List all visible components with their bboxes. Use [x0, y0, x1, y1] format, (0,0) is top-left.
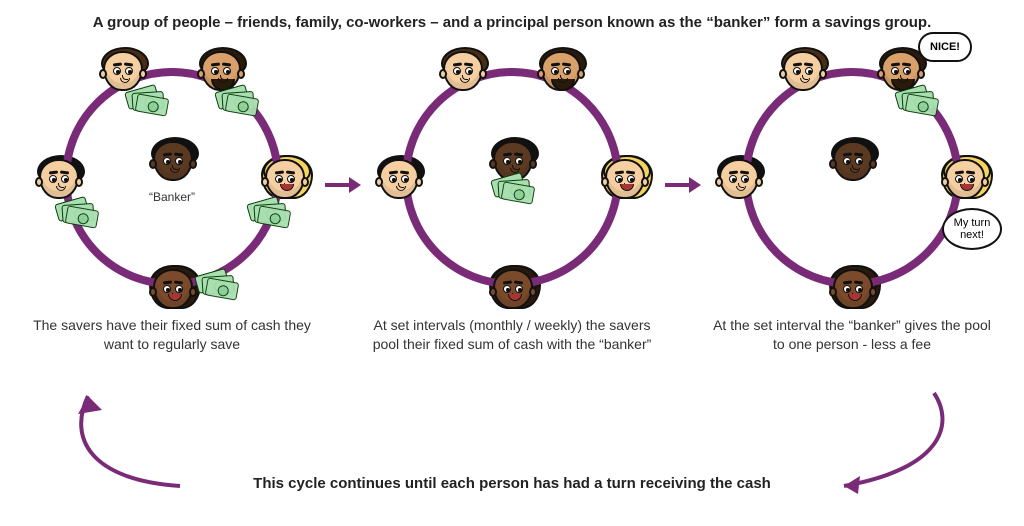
avatar-p3: [602, 156, 648, 202]
panel-caption: At the set interval the “banker” gives t…: [702, 316, 1002, 354]
arrow-right-icon: [323, 173, 361, 197]
avatar-p4: [830, 266, 876, 312]
avatar-p5: [376, 156, 422, 202]
avatar-p3: [942, 156, 988, 202]
cash-pool-icon: [896, 86, 936, 114]
speech-bubble: NICE!: [918, 32, 972, 62]
avatar-banker: [150, 138, 196, 184]
flow-arrow: [322, 173, 362, 197]
cash-icon: [216, 86, 256, 114]
avatar-p2: [538, 48, 584, 94]
cash-icon: [126, 86, 166, 114]
cycle-caption: This cycle continues until each person h…: [0, 475, 1024, 492]
avatar-banker: [830, 138, 876, 184]
cash-pool-icon: [492, 174, 532, 202]
flow-arrow: [662, 173, 702, 197]
page-title: A group of people – friends, family, co-…: [0, 14, 1024, 31]
avatar-p5: [716, 156, 762, 202]
savings-circle: [392, 58, 632, 298]
speech-bubble: My turn next!: [942, 208, 1002, 250]
avatar-p4: [490, 266, 536, 312]
panel-3: NICE! My turn next!: [702, 58, 1002, 354]
avatar-p1: [440, 48, 486, 94]
cash-icon: [196, 270, 236, 298]
panels-row: “Banker” The savers have their fixed sum …: [0, 58, 1024, 388]
arrow-right-icon: [663, 173, 701, 197]
panel-caption: The savers have their fixed sum of cash …: [22, 316, 322, 354]
panel-2: At set intervals (monthly / weekly) the …: [362, 58, 662, 354]
savings-circle: “Banker”: [52, 58, 292, 298]
avatar-p4: [150, 266, 196, 312]
banker-label: “Banker”: [52, 190, 292, 204]
avatar-p1: [780, 48, 826, 94]
panel-1: “Banker” The savers have their fixed sum …: [22, 58, 322, 354]
panel-caption: At set intervals (monthly / weekly) the …: [362, 316, 662, 354]
savings-circle: NICE! My turn next!: [732, 58, 972, 298]
